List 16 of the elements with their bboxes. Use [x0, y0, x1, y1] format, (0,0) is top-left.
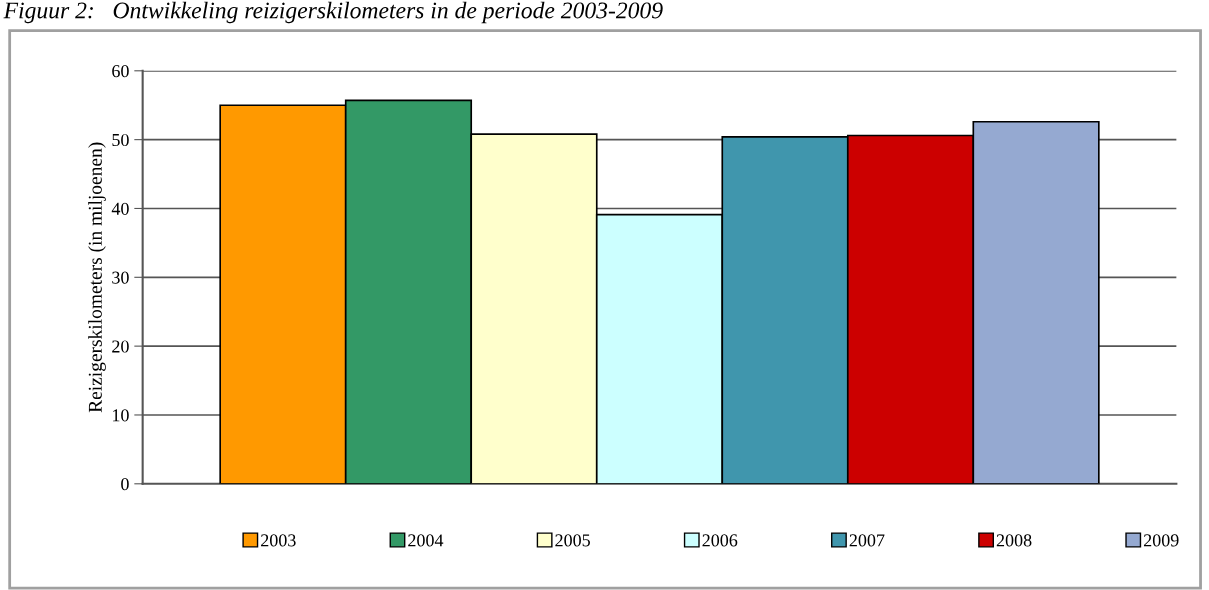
y-tick-label: 40	[111, 202, 129, 215]
legend-label: 2005	[555, 534, 590, 547]
y-tick-label: 60	[112, 65, 129, 78]
chart-title: Figuur 2: Ontwikkeling reizigerskilometers in de periode 2003-2009	[3, 1, 663, 24]
legend-label: 2009	[1143, 534, 1179, 547]
legend-label: 2008	[996, 534, 1032, 547]
legend-label: 2007	[849, 534, 885, 547]
y-tick-label: 20	[112, 340, 129, 353]
y-tick-label: 30	[112, 271, 129, 284]
legend-label: 2003	[261, 534, 296, 547]
y-tick-label: 10	[113, 409, 129, 422]
y-axis-title: Reizigerskilometers (in miljoenen)	[88, 142, 106, 413]
legend-label: 2006	[702, 534, 738, 547]
legend-label: 2004	[408, 534, 444, 547]
y-tick-label: 0	[121, 478, 129, 491]
y-tick-label: 50	[112, 133, 129, 147]
